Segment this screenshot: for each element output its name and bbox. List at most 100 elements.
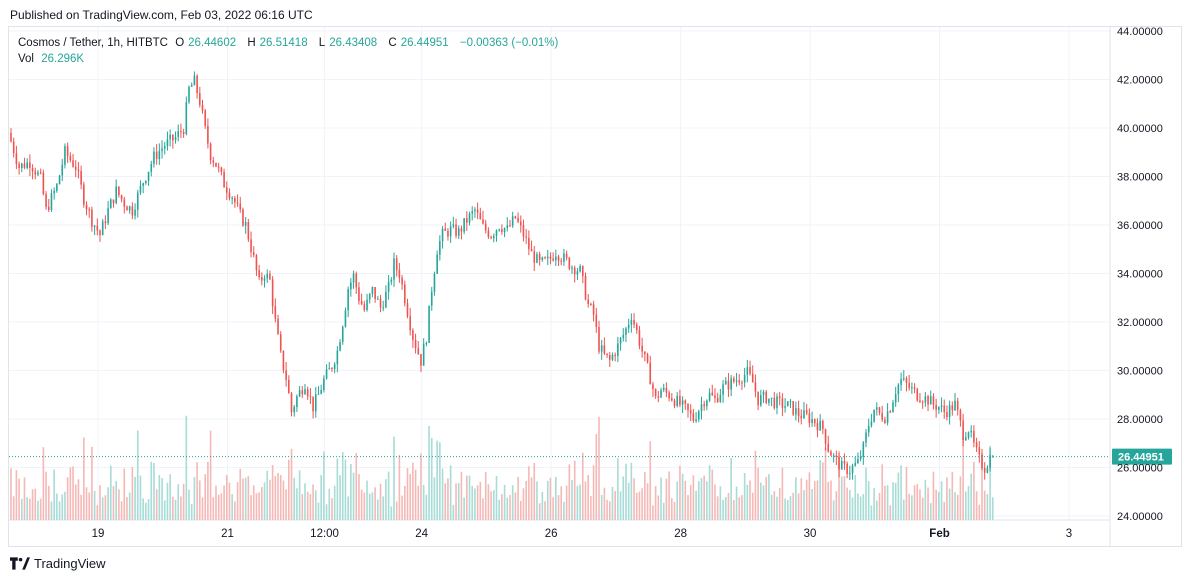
time-tick-label: 19 (92, 528, 105, 540)
candle-body (209, 143, 212, 161)
volume-bar (576, 485, 579, 520)
candle-body (579, 266, 581, 272)
candle-body (352, 273, 355, 283)
volume-bar (20, 498, 23, 520)
candle-body (981, 454, 983, 469)
candle-body (56, 184, 58, 191)
candle-body (403, 284, 406, 304)
candle-body (576, 271, 579, 275)
volume-bar (306, 491, 309, 520)
volume-bar (444, 483, 447, 520)
candle-body (700, 404, 703, 412)
volume-bar (592, 465, 595, 520)
volume-bar (565, 485, 568, 520)
volume-bar (981, 452, 983, 520)
candle-body (288, 379, 290, 394)
volume-bar (430, 437, 433, 520)
volume-bar (466, 475, 468, 520)
candle-body (608, 354, 611, 360)
volume-bar (719, 486, 722, 520)
volume-bar (457, 483, 460, 520)
volume-bar (255, 493, 258, 520)
volume-bar (320, 474, 322, 520)
volume-bar (161, 478, 163, 520)
candle-body (916, 388, 919, 401)
candle-body (317, 393, 320, 395)
volume-bar (177, 484, 180, 520)
candle-body (973, 430, 975, 443)
candle-body (940, 405, 943, 408)
volume-bar (600, 494, 603, 520)
volume-bar (749, 480, 751, 520)
tradingview-logo-icon[interactable] (10, 557, 30, 570)
candle-body (978, 447, 981, 455)
volume-bar (973, 461, 975, 520)
symbol-label[interactable]: Cosmos / Tether, 1h, HITBTC (18, 37, 168, 49)
open-value: 26.44602 (188, 37, 237, 49)
candle-body (495, 230, 498, 236)
candle-body (296, 396, 298, 407)
volume-bar (851, 497, 854, 520)
candle-body (673, 400, 676, 406)
volume-bar (336, 458, 339, 520)
candle-body (665, 387, 668, 393)
candle-body (279, 334, 282, 351)
candle-body (85, 204, 88, 210)
candle-body (420, 354, 422, 366)
volume-bar (341, 452, 344, 520)
candle-body (239, 203, 242, 210)
candle-body (425, 342, 428, 344)
volume-bar (10, 468, 12, 520)
time-tick-label: 26 (545, 528, 558, 540)
candle-body (414, 339, 417, 349)
volume-bar (174, 499, 177, 520)
volume-bar (406, 468, 409, 520)
candle-body (395, 258, 398, 270)
candle-body (10, 132, 12, 142)
low-value: 26.43408 (329, 37, 378, 49)
volume-bar (96, 505, 99, 520)
volume-bar (627, 482, 630, 520)
candle-body (77, 169, 80, 172)
candle-body (803, 410, 805, 419)
volume-bar (967, 485, 970, 520)
volume-bar (830, 480, 832, 520)
candle-body (231, 197, 233, 199)
volume-bar (965, 491, 967, 520)
volume-bar (927, 487, 929, 520)
candle-body (64, 146, 66, 165)
volume-bar (975, 491, 978, 520)
volume-bar (657, 495, 660, 520)
volume-bar (770, 494, 773, 520)
candle-body (557, 256, 560, 261)
last-price-line: 26.44951 (9, 448, 1172, 465)
volume-label[interactable]: Vol (18, 53, 34, 65)
candle-body (549, 256, 552, 259)
candle-body (724, 380, 727, 385)
candle-body (676, 395, 679, 406)
candle-body (730, 378, 732, 390)
volume-bar (703, 475, 705, 520)
volume-bar (18, 478, 20, 520)
price-tick-label: 30.00000 (1117, 366, 1163, 378)
volume-bar (266, 470, 269, 520)
candle-body (215, 162, 217, 167)
volume-bar (743, 473, 746, 520)
candle-body (948, 405, 951, 417)
candle-body (544, 257, 546, 259)
volume-bar (409, 474, 411, 520)
volume-bar (503, 484, 506, 520)
volume-bar (746, 484, 749, 520)
volume-bar (34, 488, 37, 520)
footer-brand[interactable]: TradingView (34, 556, 106, 571)
candle-body (39, 172, 42, 174)
candle-body (441, 228, 444, 242)
candle-body (679, 395, 681, 405)
time-tick-label: 30 (804, 528, 817, 540)
candle-body (58, 175, 61, 185)
volume-bar (835, 491, 838, 520)
candle-body (619, 338, 622, 344)
volume-bar (978, 504, 981, 520)
candle-body (843, 461, 846, 464)
